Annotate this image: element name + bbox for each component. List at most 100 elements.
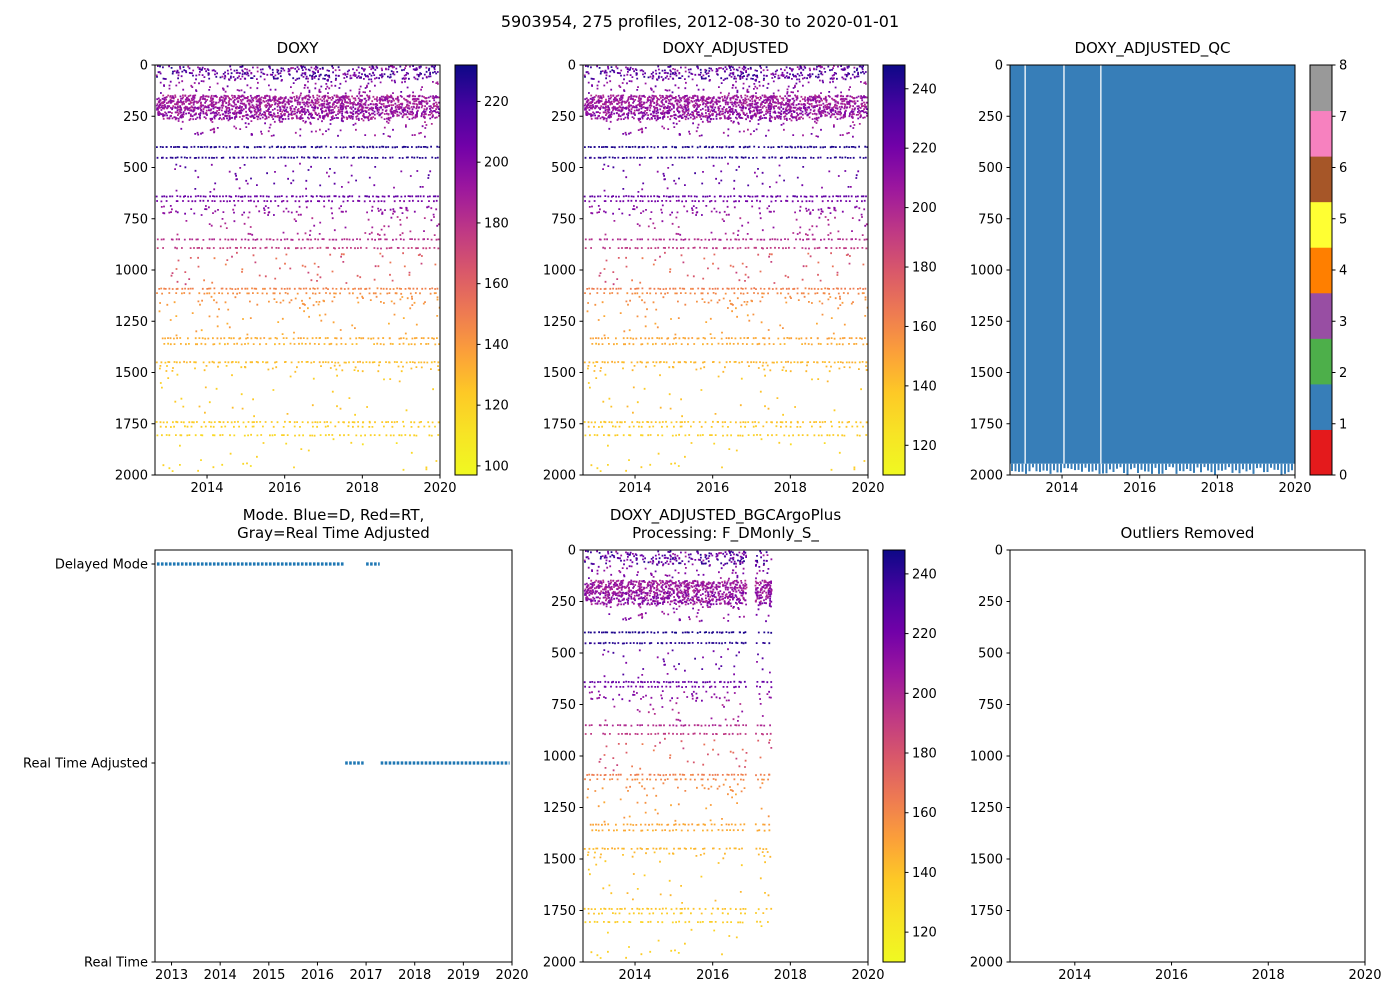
scatter-band-dots	[590, 732, 772, 736]
scatter-band-dots	[584, 920, 763, 959]
scatter-band-dots	[157, 66, 440, 236]
y-tick-label: 1750	[970, 417, 1003, 432]
y-tick-label: 1750	[543, 417, 576, 432]
scatter-band-dots	[583, 550, 773, 713]
scatter-band-dots	[583, 342, 868, 415]
x-tick-label: 2016	[1123, 481, 1156, 496]
scatter-band-dots	[589, 65, 867, 198]
plot-border	[1009, 64, 1296, 476]
scatter-band-dots	[249, 442, 398, 467]
scatter-band-dots	[587, 778, 770, 819]
y-tick-label: 2000	[115, 469, 148, 484]
doxy-adjusted-plot: 2014 2016 2018 2020 0 250 500 750 1000 1250 1500 17…	[543, 59, 885, 497]
scatter-band-dots	[584, 65, 868, 216]
panel-outliers-removed-title: Outliers Removed	[1120, 524, 1255, 542]
x-tick-label: 2020	[423, 481, 456, 496]
colorbar-tick-label: 2	[1339, 366, 1347, 381]
y-tick-label: 750	[978, 212, 1003, 227]
x-tick-label: 2018	[774, 968, 807, 983]
scatter-band-dots	[589, 550, 769, 684]
colorbar-border	[882, 64, 906, 476]
x-tick-label: 2020	[1278, 481, 1311, 496]
scatter-band-dots	[586, 257, 867, 290]
y-tick-label: 0	[140, 59, 148, 74]
plot-border	[1009, 549, 1366, 963]
y-tick-label: 1250	[543, 315, 576, 330]
scatter-band-dots	[585, 550, 762, 676]
figure-title: 5903954, 275 profiles, 2012-08-30 to 202…	[500, 12, 900, 31]
scatter-band-dots	[159, 292, 439, 333]
qc-bottom-comb	[1011, 463, 1293, 476]
colorbar-tick-label: 220	[912, 627, 937, 642]
doxy-colorbar-canvas: 100 120 140 160 180 200 220	[454, 64, 509, 476]
scatter-band-dots	[583, 65, 868, 235]
y-tick-label: 1250	[115, 315, 148, 330]
panel-doxy-adjusted-qc-title-wrap: DOXY_ADJUSTED_QC	[1010, 39, 1295, 65]
doxy-plot: 2014 2016 2018 2020 0 250 500 750 1000 1250 1500 17…	[115, 59, 457, 497]
scatter-band-dots	[177, 251, 394, 284]
x-tick-label: 2015	[252, 968, 285, 983]
scatter-band-dots	[625, 631, 707, 634]
colorbar-tick-label: 8	[1339, 59, 1347, 74]
x-tick-label: 2016	[696, 968, 729, 983]
qc-colorbar-segment	[1310, 156, 1332, 203]
y-tick-label: 0	[568, 59, 576, 74]
scatter-band-dots	[587, 292, 867, 333]
panel-doxy-adjusted-bgc-title-wrap: DOXY_ADJUSTED_BGCArgoPlus Processing: F_…	[583, 506, 868, 550]
y-tick-label: 1000	[970, 750, 1003, 765]
scatter-band-dots	[175, 253, 420, 276]
scatter-band-dots	[591, 793, 771, 850]
x-tick-label: 2018	[346, 481, 379, 496]
panel-doxy-adjusted-title-wrap: DOXY_ADJUSTED	[583, 39, 868, 65]
colorbar-tick-label: 180	[912, 261, 937, 276]
x-tick-label: 2018	[398, 968, 431, 983]
scatter-band-dots	[605, 737, 748, 768]
doxy-adjusted-colorbar-canvas: 120 140 160 180 200 220 240	[882, 64, 937, 476]
panel-doxy-adjusted-bgc-title-line-1: DOXY_ADJUSTED_BGCArgoPlus	[609, 506, 842, 524]
colorbar-tick-label: 240	[912, 567, 937, 582]
y-category-label: Real Time	[84, 956, 148, 971]
scatter-band-dots	[603, 739, 771, 762]
scatter-band-dots	[677, 442, 826, 467]
x-tick-label: 2018	[774, 481, 807, 496]
y-tick-label: 1500	[115, 366, 148, 381]
x-tick-label: 2013	[155, 968, 188, 983]
y-tick-label: 0	[568, 544, 576, 559]
colorbar-tick-label: 240	[912, 82, 937, 97]
plot-border	[582, 64, 869, 476]
scatter-band-dots	[590, 246, 868, 250]
y-category-label: Real Time Adjusted	[23, 757, 148, 772]
colorbar-tick-label: 100	[484, 459, 509, 474]
plot-border	[154, 549, 513, 963]
x-tick-label: 2016	[1155, 968, 1188, 983]
panel-doxy-adjusted: DOXY_ADJUSTED 2014 2016 2018 2020 0 250 500 750…	[543, 39, 885, 497]
panel-mode-title-wrap: Mode. Blue=D, Red=RT, Gray=Real Time Adj…	[155, 506, 512, 550]
y-tick-label: 1000	[543, 264, 576, 279]
panel-doxy-adjusted-qc-title: DOXY_ADJUSTED_QC	[1074, 39, 1231, 57]
doxy-colorbar: 100 120 140 160 180 200 220	[454, 64, 509, 476]
scatter-band-dots	[585, 65, 864, 190]
scatter-band-dots	[584, 65, 867, 159]
scatter-band-dots	[156, 65, 439, 159]
scatter-band-dots	[584, 434, 841, 472]
y-tick-label: 750	[978, 698, 1003, 713]
scatter-band-dots	[585, 66, 868, 236]
colorbar-tick-label: 1	[1339, 417, 1347, 432]
colorbar-tick-label: 200	[912, 687, 937, 702]
scatter-band-dots	[156, 65, 441, 159]
qc-colorbar: 0 1 2 3 4 5 6 7 8	[1309, 59, 1347, 484]
qc-colorbar-segment	[1310, 247, 1332, 294]
y-category-label: Delayed Mode	[55, 558, 148, 573]
x-tick-label: 2014	[1045, 481, 1078, 496]
scatter-band-dots	[585, 551, 773, 722]
plot-border	[154, 64, 441, 476]
colorbar-gradient	[883, 65, 905, 475]
scatter-band-dots	[584, 287, 860, 307]
scatter-band-dots	[156, 65, 440, 216]
colorbar-tick-label: 4	[1339, 264, 1347, 279]
scatter-band-dots	[156, 434, 413, 472]
scatter-band-dots	[598, 253, 849, 283]
plot-border	[582, 549, 869, 963]
scatter-band-dots	[155, 65, 439, 229]
